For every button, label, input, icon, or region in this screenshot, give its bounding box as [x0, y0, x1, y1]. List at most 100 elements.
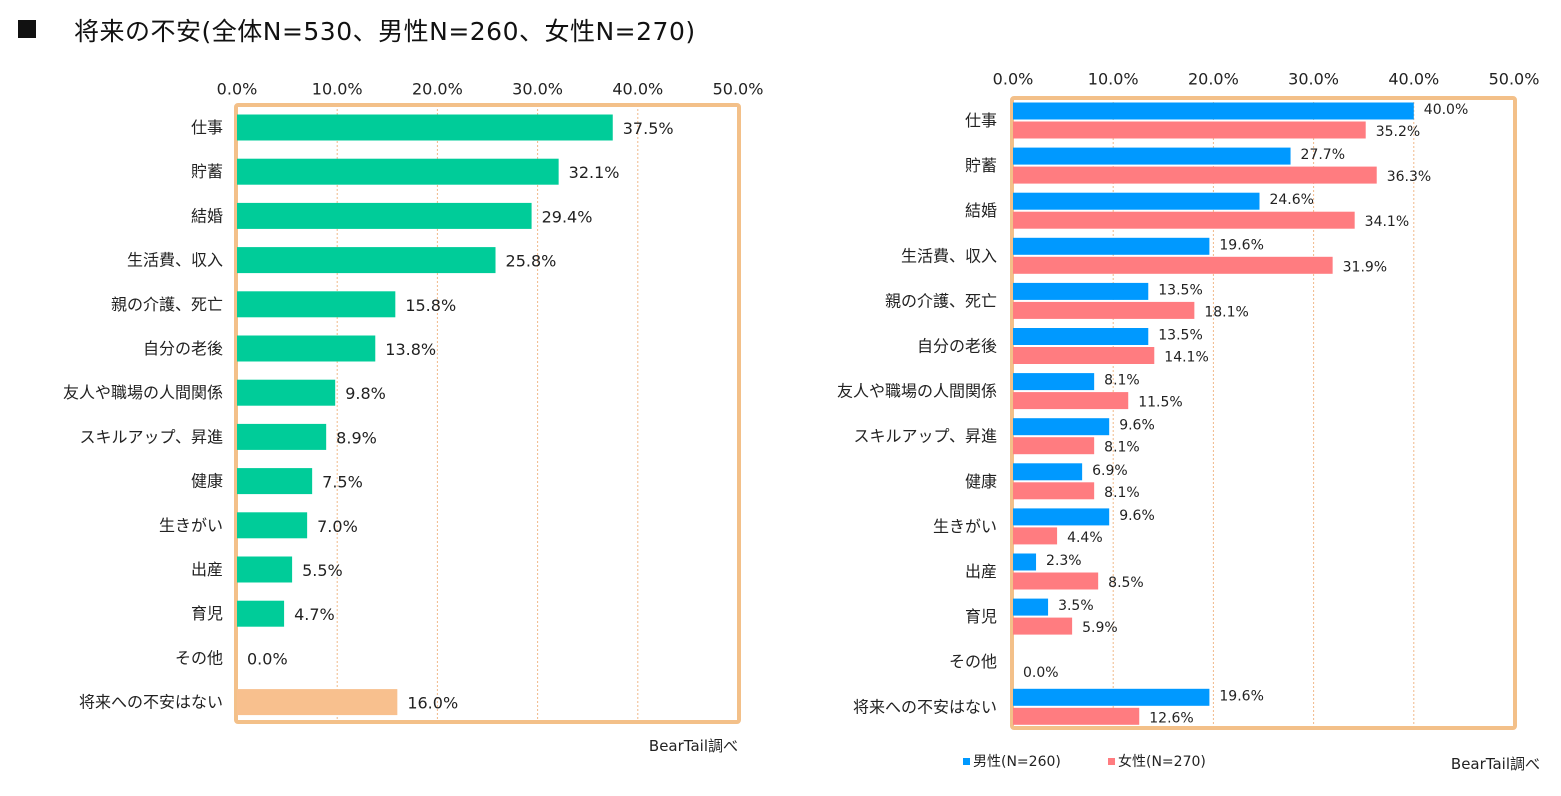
- right-data-label: 4.4%: [1067, 530, 1103, 546]
- right-x-tick-label: 30.0%: [1288, 70, 1339, 89]
- left-bar: [237, 423, 327, 450]
- right-data-label: 2.3%: [1046, 553, 1082, 569]
- left-category-label: 親の介護、死亡: [111, 295, 223, 314]
- right-category-label: 生活費、収入: [901, 246, 997, 265]
- right-category-label: 育児: [965, 607, 997, 626]
- left-x-tick-label: 30.0%: [512, 80, 563, 99]
- left-category-label: 自分の老後: [143, 339, 223, 358]
- left-bar: [237, 512, 308, 539]
- right-bar-female: [1013, 617, 1073, 635]
- left-data-label: 7.5%: [322, 473, 363, 492]
- right-category-label: 貯蓄: [965, 156, 997, 175]
- right-category-label: 親の介護、死亡: [885, 291, 997, 310]
- page-title: 将来の不安(全体N=530、男性N=260、女性N=270): [18, 12, 696, 48]
- right-bar-male: [1013, 192, 1260, 210]
- right-bar-male: [1013, 553, 1037, 571]
- right-bar-female: [1013, 437, 1095, 455]
- left-bar: [237, 335, 376, 362]
- left-category-label: 育児: [191, 604, 223, 623]
- right-x-tick-label: 10.0%: [1088, 70, 1139, 89]
- left-data-label: 0.0%: [247, 649, 288, 668]
- left-plot-frame: [234, 103, 741, 724]
- right-data-label: 31.9%: [1343, 259, 1387, 275]
- right-bar-male: [1013, 508, 1110, 526]
- right-category-label: スキルアップ、昇進: [853, 427, 997, 446]
- right-category-label: 健康: [965, 472, 997, 491]
- right-data-label: 19.6%: [1219, 237, 1263, 253]
- left-x-tick-label: 10.0%: [312, 80, 363, 99]
- left-bar: [237, 202, 532, 229]
- right-data-label: 8.5%: [1108, 575, 1144, 591]
- right-bar-male: [1013, 598, 1049, 616]
- right-x-tick-label: 40.0%: [1388, 70, 1439, 89]
- right-bar-male: [1013, 328, 1149, 345]
- right-category-label: 仕事: [965, 111, 997, 130]
- right-bar-female: [1013, 211, 1355, 229]
- legend-swatch-male: [963, 758, 970, 765]
- left-bar: [237, 468, 313, 495]
- right-data-label: 5.9%: [1082, 620, 1118, 636]
- right-x-tick-label: 20.0%: [1188, 70, 1239, 89]
- right-source-note: BearTail調べ: [1451, 755, 1540, 773]
- right-bar-female: [1013, 392, 1129, 410]
- right-bar-female: [1013, 301, 1195, 319]
- right-data-label: 8.1%: [1104, 440, 1140, 456]
- right-bar-male: [1013, 237, 1210, 255]
- left-data-label: 15.8%: [405, 296, 456, 315]
- left-category-label: 出産: [191, 560, 223, 579]
- right-bar-male: [1013, 688, 1210, 706]
- right-category-label: 結婚: [965, 201, 997, 220]
- right-data-label: 14.1%: [1164, 350, 1208, 366]
- right-data-label: 3.5%: [1058, 598, 1094, 614]
- right-bar-female: [1013, 707, 1140, 725]
- left-x-tick-label: 20.0%: [412, 80, 463, 99]
- right-data-label: 11.5%: [1138, 395, 1182, 411]
- left-bar: [237, 689, 398, 716]
- right-data-label: 34.1%: [1365, 214, 1409, 230]
- title-square-icon: [18, 20, 36, 38]
- right-bar-female: [1013, 482, 1095, 500]
- left-x-tick-label: 0.0%: [217, 80, 258, 99]
- right-bar-male: [1013, 463, 1083, 481]
- left-data-label: 25.8%: [506, 252, 557, 271]
- left-data-label: 9.8%: [345, 384, 386, 403]
- left-bar: [237, 379, 336, 406]
- left-category-label: 将来への不安はない: [79, 693, 223, 712]
- right-category-label: 出産: [965, 562, 997, 581]
- left-bar: [237, 114, 613, 141]
- right-data-label: 27.7%: [1301, 147, 1345, 163]
- right-bar-male: [1013, 102, 1414, 120]
- left-category-label: 貯蓄: [191, 162, 223, 181]
- right-category-label: 自分の老後: [917, 337, 997, 356]
- right-plot-frame: [1010, 96, 1517, 730]
- right-data-label: 24.6%: [1269, 192, 1313, 208]
- left-x-tick-label: 50.0%: [713, 80, 764, 99]
- page-title-text: 将来の不安(全体N=530、男性N=260、女性N=270): [74, 17, 696, 46]
- left-data-label: 37.5%: [623, 119, 674, 138]
- left-bar: [237, 158, 559, 185]
- right-bar-female: [1013, 121, 1366, 139]
- left-category-label: 生きがい: [159, 516, 223, 535]
- left-bar: [237, 556, 293, 583]
- right-data-label: 12.6%: [1149, 710, 1193, 726]
- right-category-label: その他: [949, 652, 997, 671]
- left-data-label: 5.5%: [302, 561, 343, 580]
- right-data-label: 6.9%: [1092, 463, 1128, 479]
- right-data-label: 13.5%: [1158, 328, 1202, 344]
- right-data-label: 19.6%: [1219, 688, 1263, 704]
- left-data-label: 7.0%: [317, 517, 358, 536]
- legend-label: 女性(N=270): [1118, 753, 1206, 770]
- left-x-tick-label: 40.0%: [612, 80, 663, 99]
- left-category-label: 仕事: [191, 118, 223, 137]
- left-category-label: 友人や職場の人間関係: [63, 383, 223, 402]
- right-bar-male: [1013, 282, 1149, 300]
- left-source-note: BearTail調べ: [649, 737, 738, 755]
- right-data-label: 13.5%: [1158, 282, 1202, 298]
- right-category-label: 生きがい: [933, 517, 997, 536]
- right-x-tick-label: 50.0%: [1489, 70, 1540, 89]
- right-x-tick-label: 0.0%: [993, 70, 1034, 89]
- left-bar: [237, 247, 496, 274]
- legend-swatch-female: [1108, 758, 1115, 765]
- left-data-label: 8.9%: [336, 428, 377, 447]
- left-category-label: 健康: [191, 472, 223, 491]
